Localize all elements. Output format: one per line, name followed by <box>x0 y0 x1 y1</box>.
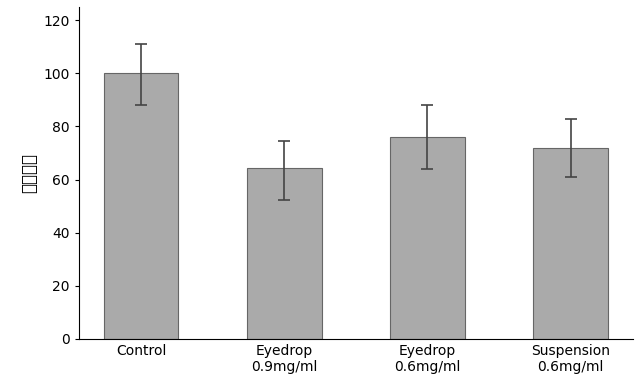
Bar <box>247 168 321 339</box>
Bar <box>390 137 465 339</box>
Bar <box>104 74 179 339</box>
Y-axis label: 蛍光強度: 蛍光強度 <box>20 153 38 193</box>
Bar <box>533 148 608 339</box>
